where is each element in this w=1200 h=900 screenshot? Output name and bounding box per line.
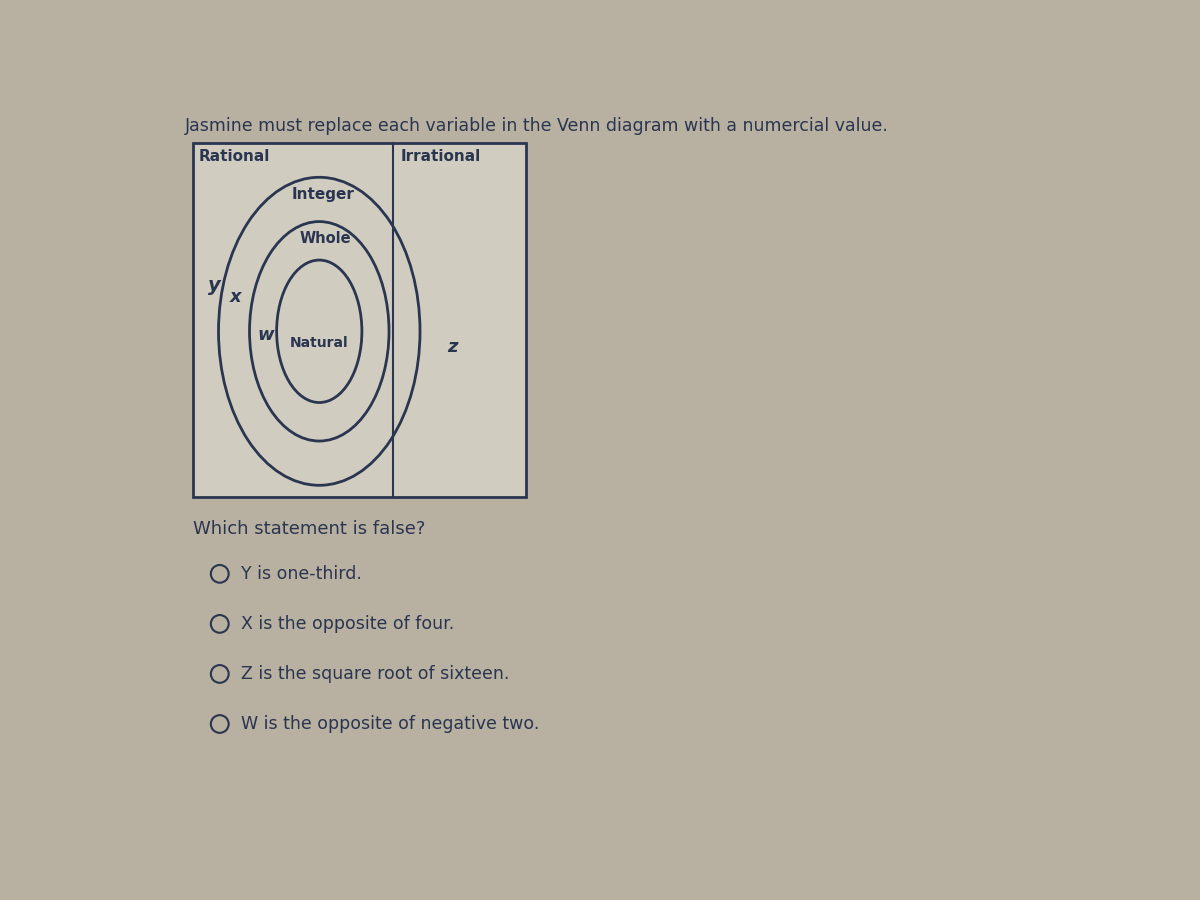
Text: Which statement is false?: Which statement is false? (193, 520, 425, 538)
Text: y: y (208, 275, 221, 294)
Text: Y is one-third.: Y is one-third. (241, 565, 362, 583)
Text: x: x (230, 288, 241, 306)
Text: Natural: Natural (290, 336, 348, 350)
Text: Jasmine must replace each variable in the Venn diagram with a numercial value.: Jasmine must replace each variable in th… (185, 117, 889, 135)
Text: z: z (448, 338, 458, 356)
Text: Irrational: Irrational (401, 148, 480, 164)
Text: Z is the square root of sixteen.: Z is the square root of sixteen. (241, 665, 510, 683)
Text: W is the opposite of negative two.: W is the opposite of negative two. (241, 715, 540, 733)
Text: Rational: Rational (199, 148, 270, 164)
Text: w: w (257, 326, 274, 344)
Text: X is the opposite of four.: X is the opposite of four. (241, 615, 455, 633)
Text: Whole: Whole (300, 230, 352, 246)
Text: Integer: Integer (292, 186, 354, 202)
Bar (193, 142, 526, 497)
